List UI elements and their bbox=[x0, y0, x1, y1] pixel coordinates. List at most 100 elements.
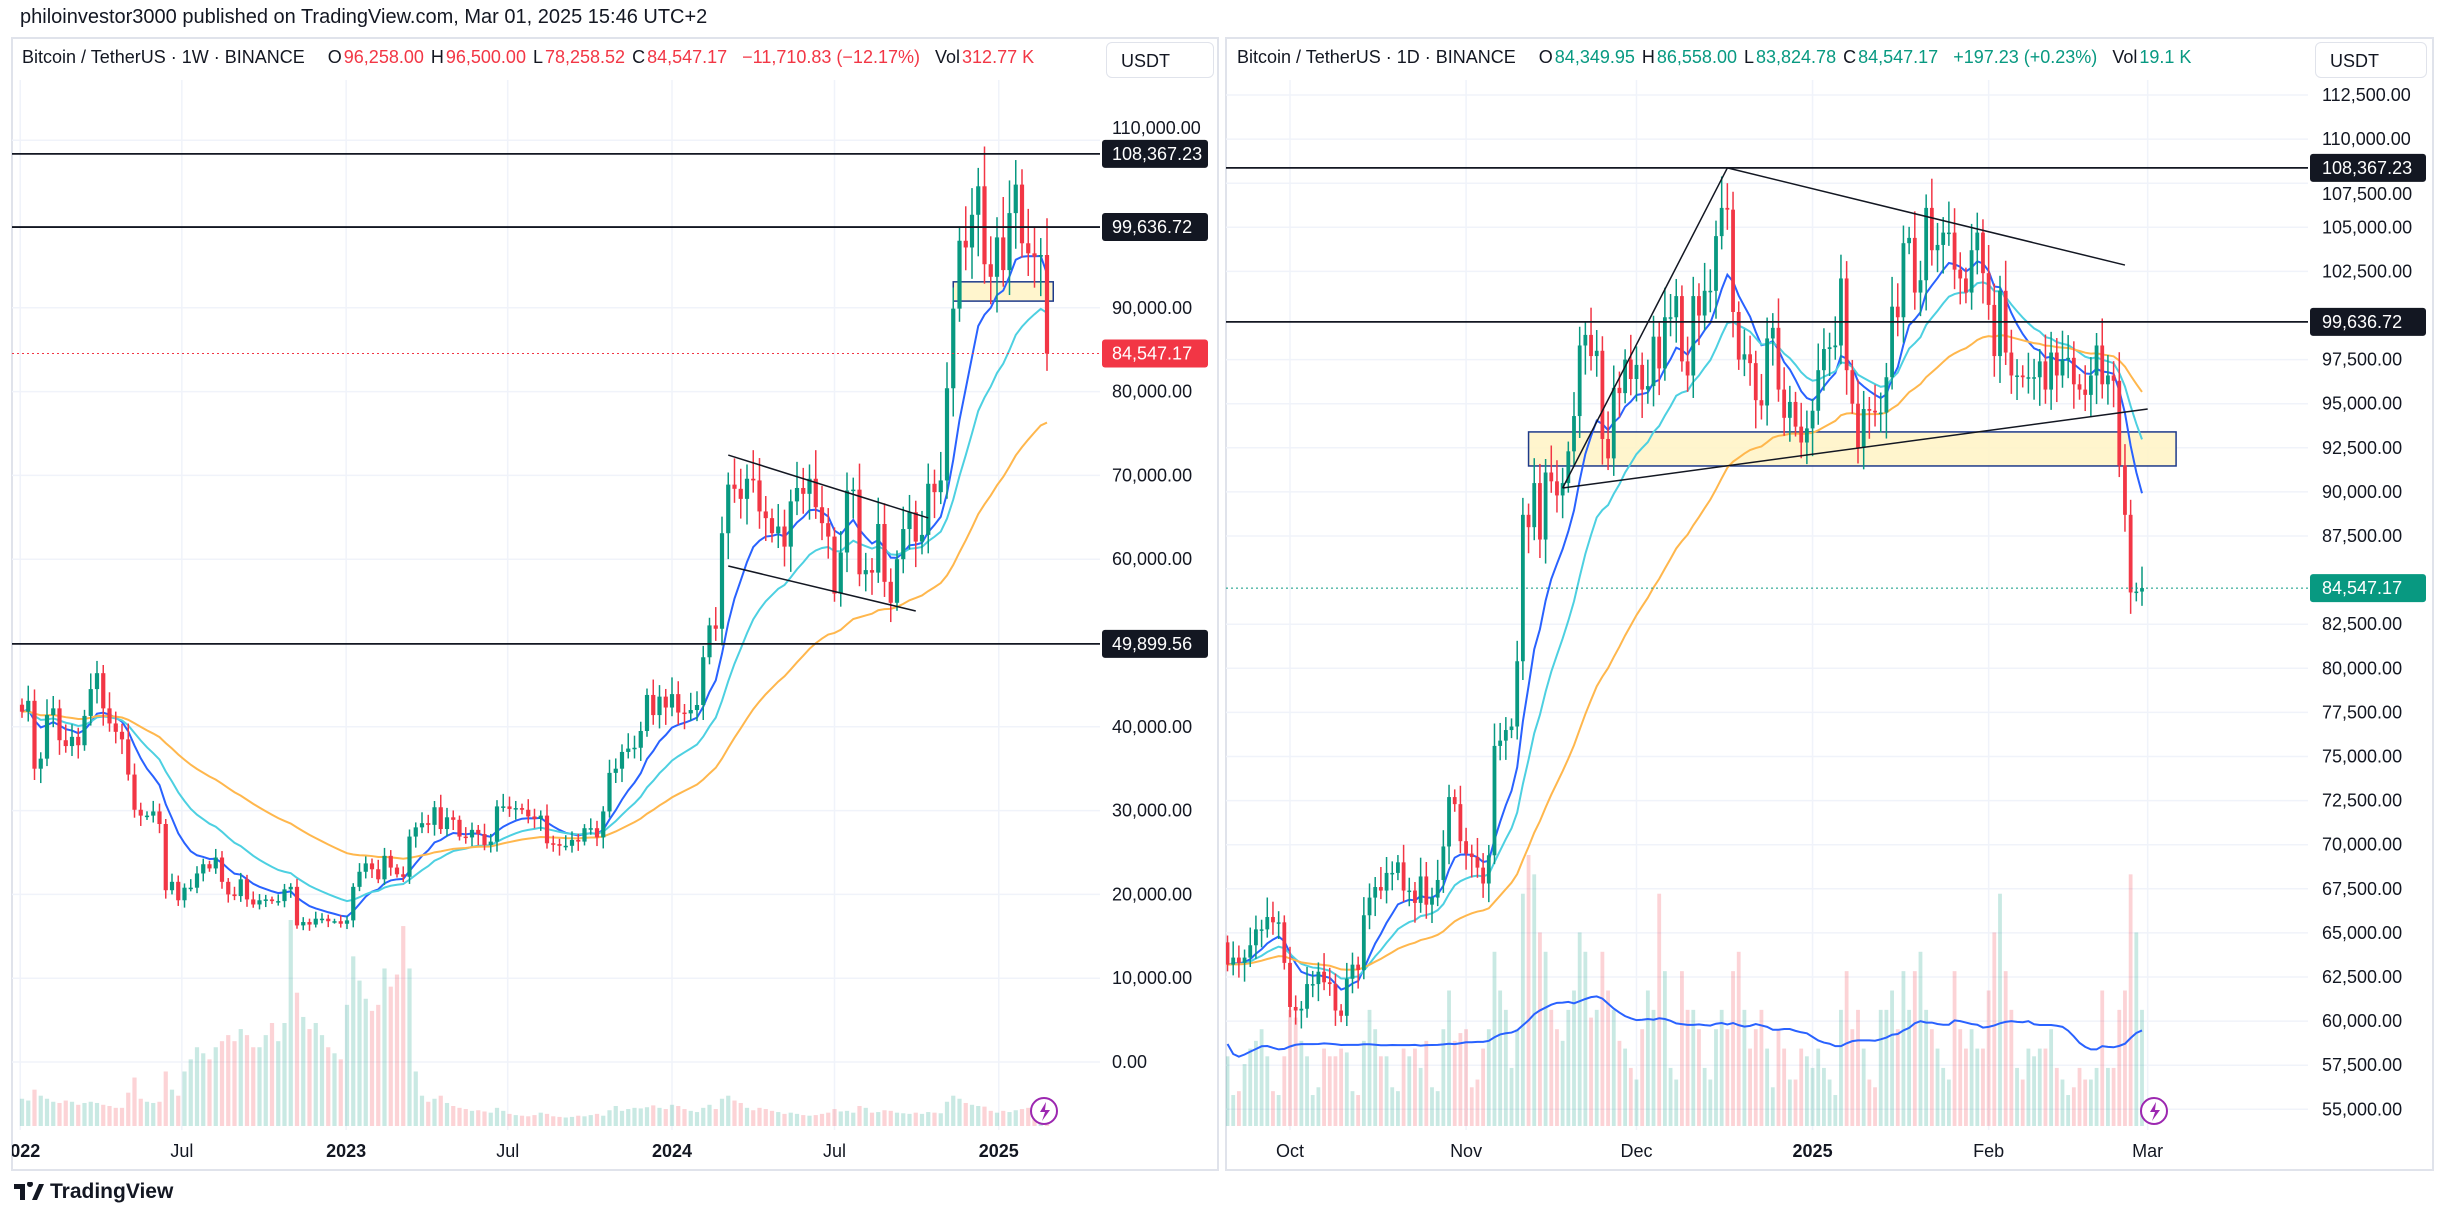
candles bbox=[1226, 176, 2144, 1029]
price-badge-label: 108,367.23 bbox=[1112, 144, 1202, 164]
candle bbox=[763, 496, 768, 541]
volume-bar bbox=[563, 1117, 568, 1126]
candle-body bbox=[1032, 253, 1037, 257]
volume-bar bbox=[457, 1107, 462, 1126]
candle-body bbox=[57, 708, 62, 741]
change-value: +197.23 (+0.23%) bbox=[1953, 47, 2098, 67]
candle bbox=[1481, 853, 1486, 898]
volume-bar bbox=[1884, 1009, 1889, 1126]
candle-body bbox=[1867, 408, 1872, 411]
candle-body bbox=[226, 881, 231, 895]
candle bbox=[2128, 499, 2133, 614]
volume-bar bbox=[1430, 1087, 1434, 1126]
volume-bar bbox=[463, 1109, 468, 1126]
candle bbox=[1969, 223, 1974, 310]
candle bbox=[1816, 343, 1821, 425]
currency-button[interactable]: USDT bbox=[1106, 42, 1214, 78]
candle bbox=[951, 287, 956, 417]
volume-bar bbox=[438, 1095, 443, 1126]
volume-bar bbox=[976, 1106, 981, 1126]
lightning-icon[interactable] bbox=[2140, 1097, 2168, 1125]
volume-bar bbox=[557, 1116, 562, 1126]
candle bbox=[138, 802, 143, 826]
candle-body bbox=[1680, 296, 1684, 362]
grid bbox=[12, 80, 1100, 1130]
candle bbox=[944, 362, 950, 499]
volume-bar bbox=[226, 1035, 231, 1126]
volume-bar bbox=[1645, 990, 1650, 1126]
candle-body bbox=[32, 700, 37, 769]
volume-bar bbox=[1753, 1029, 1758, 1126]
candle bbox=[1810, 398, 1815, 457]
symbol-label[interactable]: Bitcoin / TetherUS · 1W · BINANCE bbox=[22, 47, 305, 67]
candle-body bbox=[1560, 483, 1565, 496]
candle bbox=[232, 886, 237, 901]
candle bbox=[894, 550, 900, 611]
candle bbox=[1827, 332, 1832, 377]
candle-body bbox=[1878, 412, 1883, 415]
candle bbox=[776, 504, 781, 549]
volume-bar bbox=[738, 1102, 743, 1126]
volume-bar bbox=[1810, 1067, 1815, 1126]
tradingview-logo[interactable]: TradingView bbox=[14, 1180, 173, 1204]
candle bbox=[1895, 283, 1900, 337]
candle-body bbox=[63, 740, 68, 747]
candle-body bbox=[257, 900, 262, 905]
candle-body bbox=[876, 524, 881, 573]
volume-bar bbox=[1007, 1112, 1012, 1126]
candle bbox=[882, 503, 887, 597]
volume-bar bbox=[1969, 1029, 1974, 1126]
candle bbox=[2066, 335, 2071, 379]
candle-body bbox=[857, 489, 862, 575]
volume-bar bbox=[101, 1104, 106, 1126]
volume-bar bbox=[1929, 1029, 1934, 1126]
high-label: H bbox=[1641, 47, 1655, 67]
volume-bar bbox=[1486, 1029, 1491, 1126]
volume-bar bbox=[1327, 1056, 1332, 1126]
candle bbox=[332, 918, 337, 924]
candle-body bbox=[294, 886, 300, 926]
candle bbox=[19, 698, 25, 718]
candle bbox=[738, 468, 743, 519]
lightning-icon[interactable] bbox=[1030, 1097, 1058, 1125]
candle bbox=[563, 835, 568, 851]
volume-bar bbox=[2128, 874, 2133, 1126]
candle-body bbox=[782, 526, 787, 547]
price-axis-label: 110,000.00 bbox=[2322, 129, 2411, 149]
candle-body bbox=[1941, 232, 1946, 245]
volume-bar bbox=[2015, 1067, 2019, 1126]
candle bbox=[1878, 392, 1883, 433]
currency-button[interactable]: USDT bbox=[2315, 42, 2427, 78]
volume-bar bbox=[1998, 893, 2002, 1126]
volume-bar bbox=[1867, 1079, 1872, 1126]
candle bbox=[182, 883, 187, 908]
candle bbox=[1731, 191, 1735, 338]
candle bbox=[1975, 212, 1980, 275]
volume-bar bbox=[2094, 1067, 2099, 1126]
volume-bar bbox=[763, 1109, 768, 1126]
candle bbox=[569, 831, 575, 853]
close-value: 84,547.17 bbox=[647, 47, 728, 67]
volume-bar bbox=[694, 1112, 700, 1126]
candle bbox=[1515, 640, 1520, 740]
volume-bar bbox=[351, 956, 356, 1126]
candle-body bbox=[363, 863, 368, 872]
symbol-label[interactable]: Bitcoin / TetherUS · 1D · BINANCE bbox=[1237, 47, 1516, 67]
candle-body bbox=[951, 308, 956, 389]
candle-body bbox=[1839, 278, 1843, 346]
publish-info: philoinvestor3000 published on TradingVi… bbox=[20, 6, 708, 28]
volume-bar bbox=[69, 1101, 75, 1126]
volume-bar bbox=[107, 1106, 112, 1126]
candle-body bbox=[769, 518, 775, 534]
candle-body bbox=[807, 478, 812, 494]
volume-bar bbox=[1640, 1029, 1645, 1126]
candle-body bbox=[2032, 377, 2036, 379]
candle-body bbox=[1986, 273, 1991, 305]
volume-bar bbox=[426, 1101, 431, 1126]
candle bbox=[1645, 359, 1650, 404]
candle-body bbox=[1498, 740, 1503, 746]
candle bbox=[707, 617, 712, 665]
volume-bar bbox=[1759, 1009, 1764, 1126]
candle bbox=[451, 810, 456, 830]
